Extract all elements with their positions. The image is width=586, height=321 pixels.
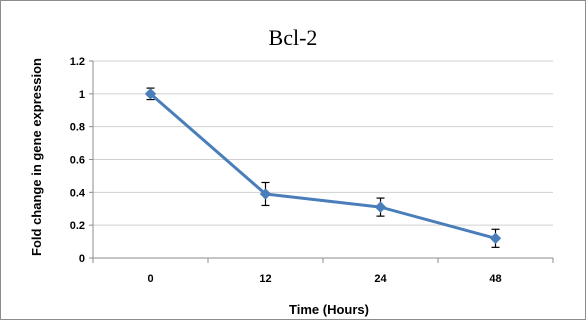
x-tick-labels: 0 12 24 48 (147, 273, 501, 285)
y-tick-label: 0.2 (70, 220, 85, 232)
series (144, 87, 502, 248)
x-axis-title: Time (Hours) (289, 302, 369, 317)
y-tick-label: 0.8 (70, 122, 85, 134)
x-tick-label: 48 (489, 273, 501, 285)
data-point (259, 188, 272, 200)
y-tick-label: 0.4 (70, 187, 86, 199)
y-axis-title: Fold change in gene expression (29, 58, 44, 256)
data-point (489, 232, 502, 245)
x-tick-label: 0 (147, 273, 153, 285)
chart-title: Bcl-2 (269, 25, 318, 50)
y-tick-labels: 0 0.2 0.4 0.6 0.8 1 1.2 (70, 56, 86, 265)
axes (89, 60, 554, 263)
series-line (149, 92, 496, 240)
y-tick-label: 0.6 (70, 155, 85, 167)
y-tick-label: 0 (79, 253, 85, 265)
y-tick-label: 1 (79, 89, 85, 101)
x-tick-label: 12 (259, 273, 271, 285)
x-tick-label: 24 (374, 273, 387, 285)
y-tick-label: 1.2 (70, 56, 85, 68)
data-point (144, 88, 157, 100)
gridlines (93, 60, 553, 226)
data-point (374, 201, 387, 213)
